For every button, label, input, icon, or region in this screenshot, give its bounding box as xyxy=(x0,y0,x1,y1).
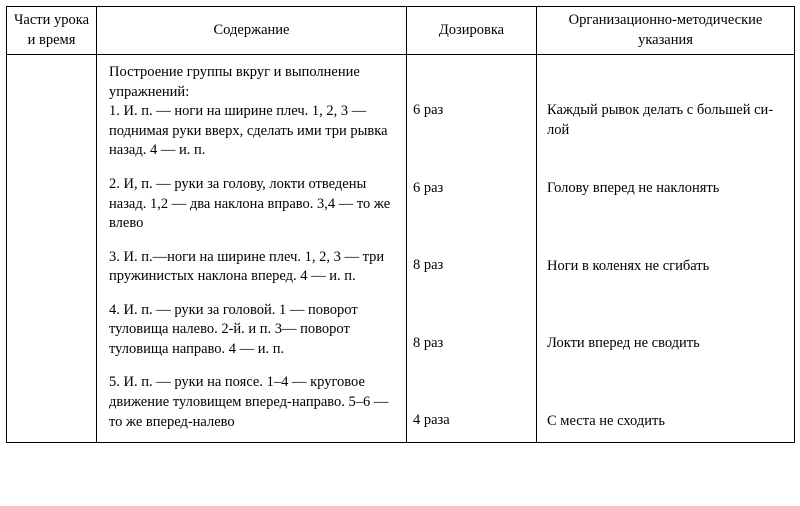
content-intro: Построение группы вкруг и выпол­нение уп… xyxy=(109,63,396,102)
exercise-1: 1. И. п. — ноги на ширине плеч. 1, 2, 3 … xyxy=(109,102,396,161)
note-2: Голову вперед не наклонять xyxy=(547,179,788,199)
spacer xyxy=(547,63,788,101)
exercise-2: 2. И, п. — руки за голову, локти от­веде… xyxy=(109,175,396,234)
spacer xyxy=(413,276,530,334)
cell-notes: Каждый рывок делать с большей си­лой Гол… xyxy=(537,55,795,443)
dosage-4: 8 раз xyxy=(413,334,530,354)
cell-parts xyxy=(7,55,97,443)
spacer xyxy=(547,276,788,334)
dosage-5: 4 раза xyxy=(413,411,530,431)
dosage-1: 6 раз xyxy=(413,101,530,121)
cell-dosage: 6 раз 6 раз 8 раз 8 раз 4 раза xyxy=(407,55,537,443)
col-header-parts: Части урока и время xyxy=(7,7,97,55)
spacer xyxy=(547,199,788,257)
spacer xyxy=(109,287,396,301)
note-5: С места не сходить xyxy=(547,412,788,432)
spacer xyxy=(413,121,530,179)
note-4: Локти вперед не сводить xyxy=(547,334,788,354)
spacer xyxy=(413,353,530,411)
dosage-2: 6 раз xyxy=(413,179,530,199)
table-body-row: Построение группы вкруг и выпол­нение уп… xyxy=(7,55,795,443)
col-header-notes: Организационно-методические указания xyxy=(537,7,795,55)
cell-content: Построение группы вкруг и выпол­нение уп… xyxy=(97,55,407,443)
dosage-3: 8 раз xyxy=(413,256,530,276)
exercise-3: 3. И. п.—ноги на ширине плеч. 1, 2, 3 — … xyxy=(109,248,396,287)
note-1: Каждый рывок делать с большей си­лой xyxy=(547,101,788,140)
lesson-plan-table: Части урока и время Содержание Дозировка… xyxy=(6,6,795,443)
spacer xyxy=(109,234,396,248)
col-header-dosage: Дозировка xyxy=(407,7,537,55)
exercise-4: 4. И. п. — руки за головой. 1 — по­ворот… xyxy=(109,301,396,360)
col-header-content: Содержание xyxy=(97,7,407,55)
spacer xyxy=(413,63,530,101)
spacer xyxy=(109,359,396,373)
exercise-5: 5. И. п. — руки на поясе. 1–4 — кру­гово… xyxy=(109,373,396,432)
spacer xyxy=(547,140,788,179)
spacer xyxy=(547,354,788,412)
spacer xyxy=(413,198,530,256)
note-3: Ноги в коленях не сгибать xyxy=(547,257,788,277)
spacer xyxy=(109,161,396,175)
table-header-row: Части урока и время Содержание Дозировка… xyxy=(7,7,795,55)
